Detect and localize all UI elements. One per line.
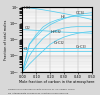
Y-axis label: Fraction of total moles: Fraction of total moles bbox=[4, 19, 8, 60]
X-axis label: Mole fraction of carbon in the atmosphere: Mole fraction of carbon in the atmospher… bbox=[20, 80, 95, 84]
Text: No intermediate compounds, reactions reach end line: No intermediate compounds, reactions rea… bbox=[8, 93, 68, 94]
Text: Cl$_2$: Cl$_2$ bbox=[24, 24, 31, 32]
Text: Chromium in equilibrium with chlorine 27.4% carbon chloro: Chromium in equilibrium with chlorine 27… bbox=[8, 89, 75, 90]
Text: H$_2$Cl$_2$: H$_2$Cl$_2$ bbox=[50, 28, 62, 36]
Text: HCl: HCl bbox=[24, 6, 30, 10]
Text: Cl: Cl bbox=[24, 47, 28, 51]
Text: H$_2$: H$_2$ bbox=[60, 13, 66, 21]
Text: CrCl$_3$: CrCl$_3$ bbox=[75, 43, 87, 51]
Text: CrCl$_2$: CrCl$_2$ bbox=[53, 39, 65, 47]
Text: CCl$_4$: CCl$_4$ bbox=[75, 9, 85, 17]
